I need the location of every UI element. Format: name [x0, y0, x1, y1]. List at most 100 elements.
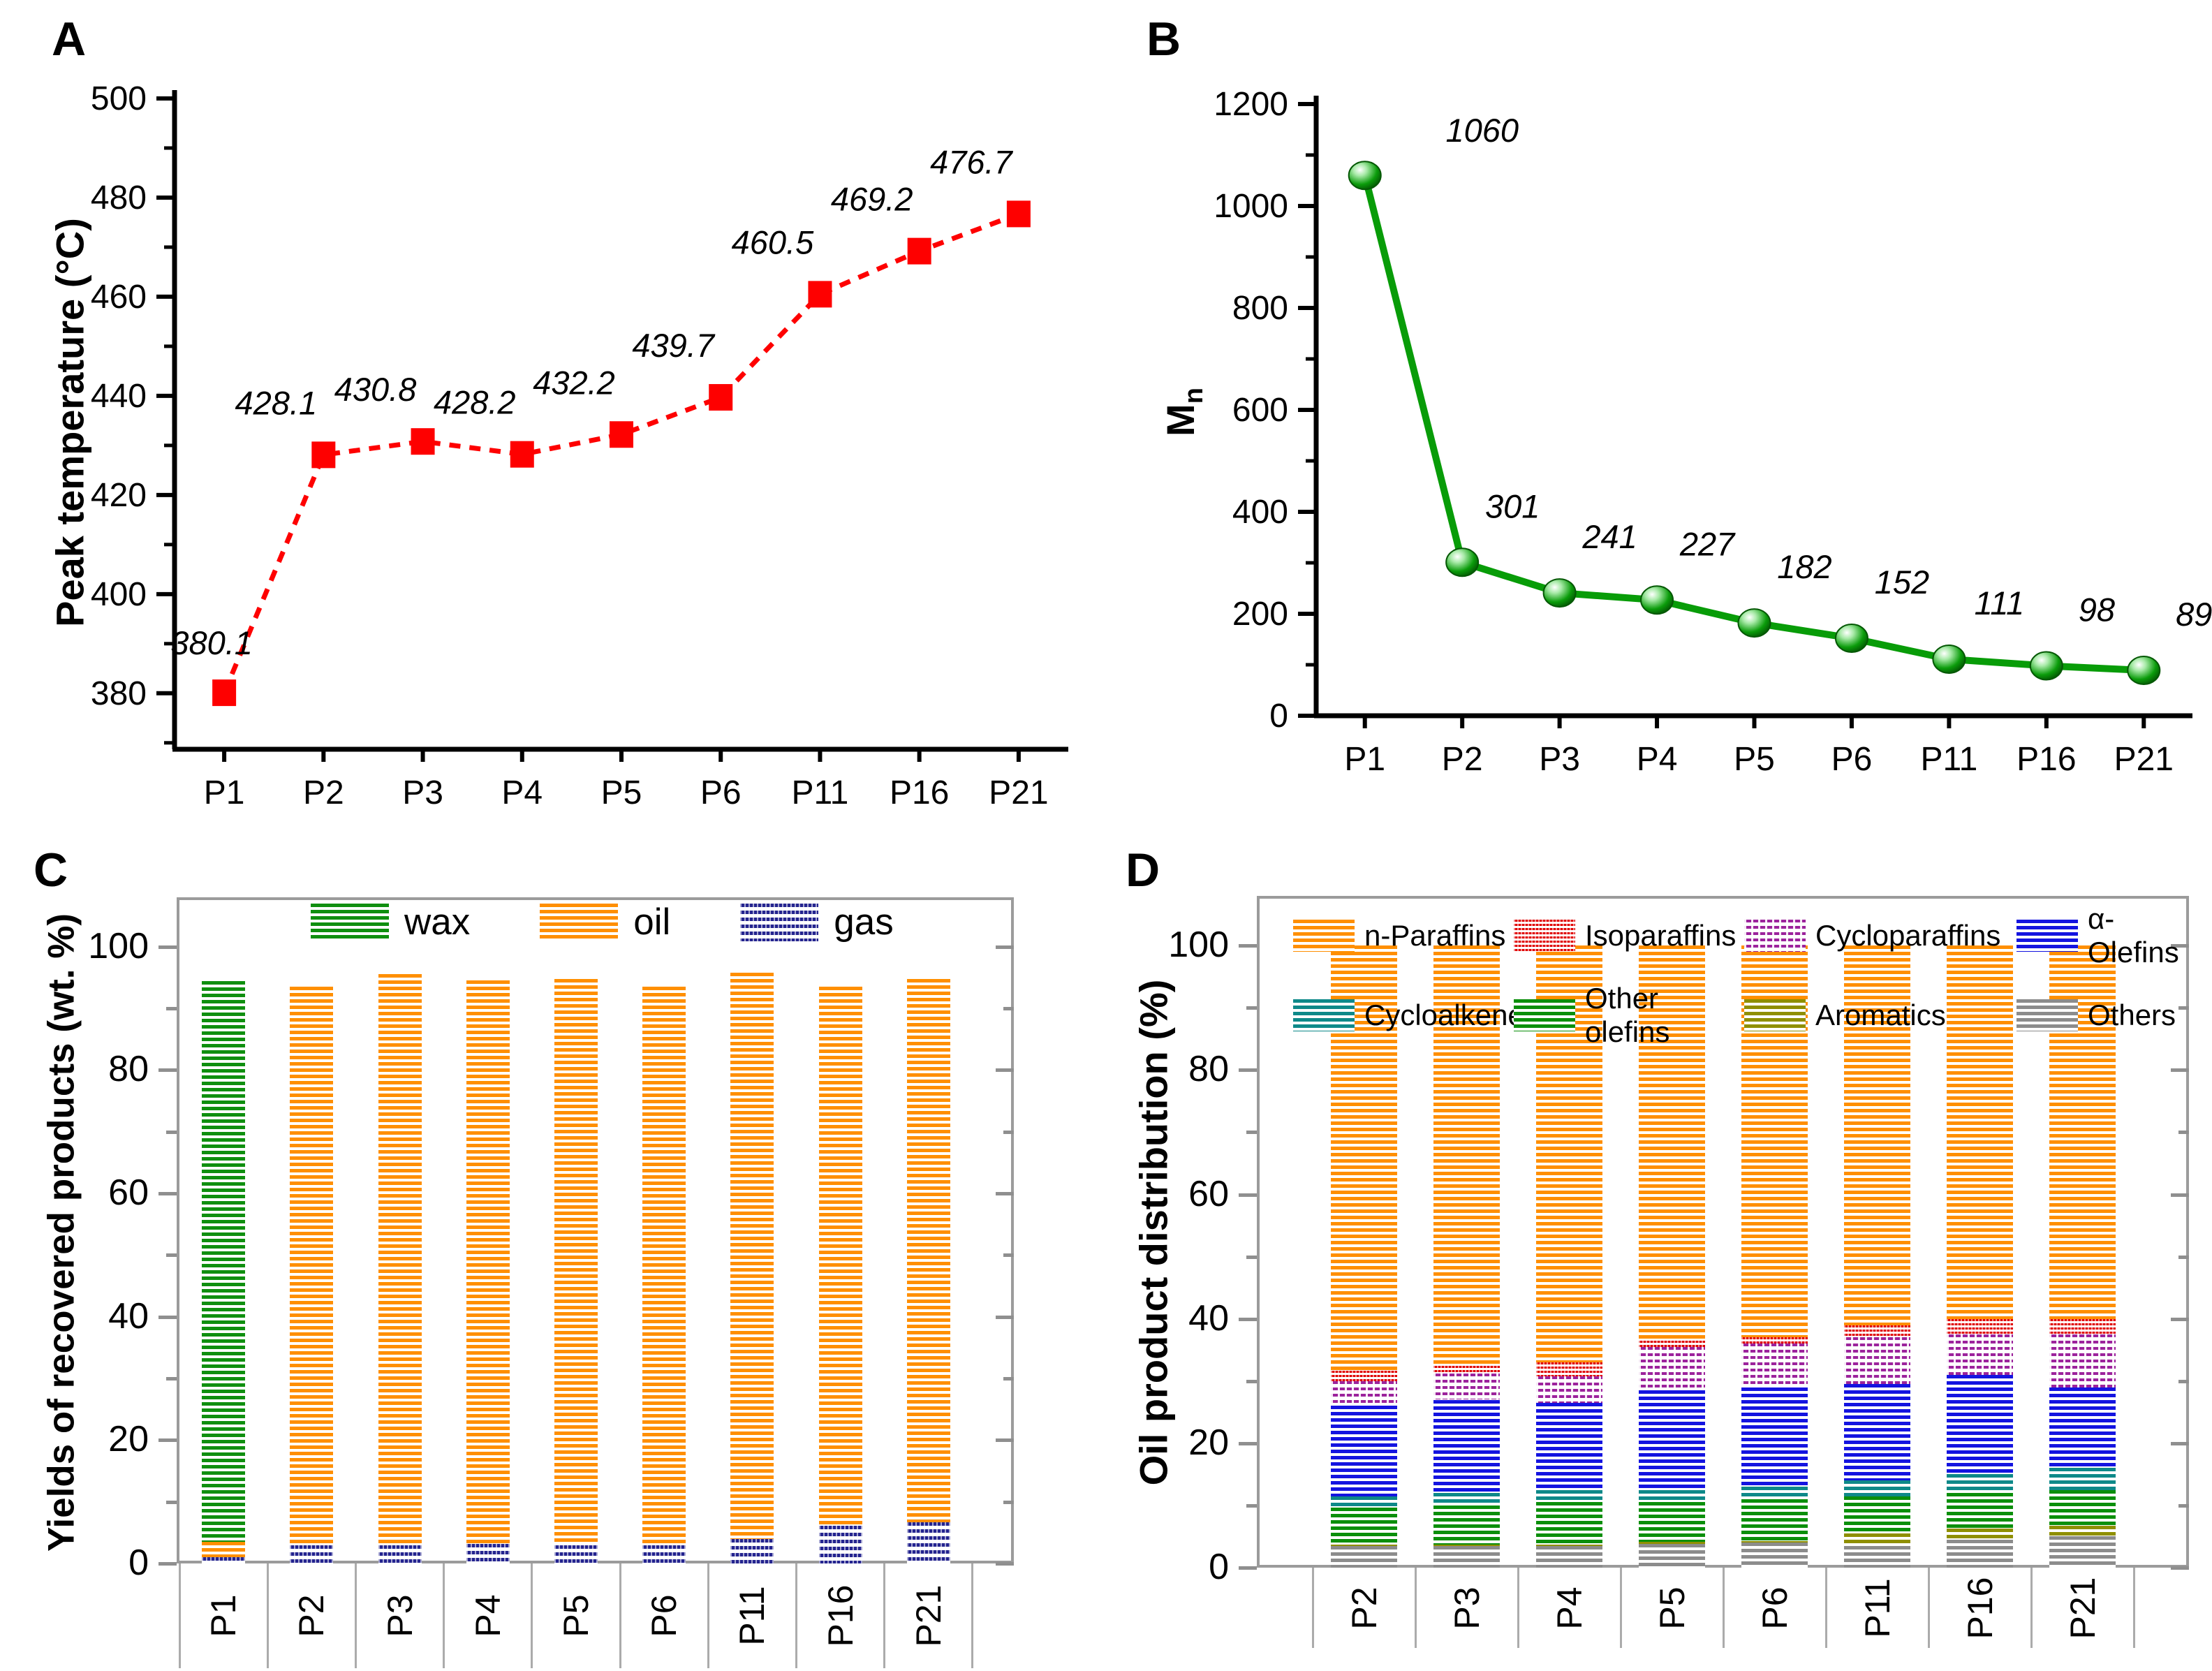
x-cell-separator	[266, 1563, 269, 1668]
point-value-label: 111	[1975, 584, 2024, 621]
x-category-label: P3	[1447, 1586, 1487, 1630]
gas-legend-label: gas	[834, 901, 894, 943]
bar-segment	[1331, 1381, 1397, 1406]
x-tick-label: P2	[1442, 741, 1483, 778]
point-value-label: 380.1	[170, 624, 253, 661]
x-tick-label: P5	[1734, 741, 1775, 778]
bar-segment	[1741, 1344, 1808, 1387]
bar-segment	[906, 1522, 950, 1563]
bar-segment	[1536, 1545, 1602, 1546]
y-tick-label: 1200	[1214, 86, 1288, 123]
alpha-olefins-legend-label: α-Olefins	[2088, 902, 2179, 969]
x-cell-separator	[2030, 1568, 2033, 1648]
bar-segment	[642, 987, 686, 1546]
y-tick-label: 420	[91, 477, 147, 514]
legend-item-cycloalkenes: Cycloalkenes	[1293, 982, 1539, 1049]
bar-segment	[818, 1526, 862, 1563]
legend-item-wax: wax	[311, 901, 470, 943]
bar-segment	[1331, 1496, 1397, 1508]
bar-segment	[466, 980, 510, 1544]
bar-segment	[1331, 1545, 1397, 1546]
legend-item-n-paraffins: n-Paraffins	[1293, 902, 1514, 969]
y-tick	[1239, 1317, 1257, 1321]
x-cell-separator	[1824, 1568, 1827, 1648]
y-tick	[1003, 1377, 1014, 1381]
data-line	[221, 212, 1020, 694]
panel-d-legend: n-Paraffins Isoparaffins Cycloparaffins …	[1293, 902, 2188, 1049]
x-tick-label: P1	[204, 774, 245, 811]
legend-item-gas: gas	[740, 901, 894, 943]
panel-a-chart: 380 400 420 440 460 480 500 P1 P2 P3 P4 P5 P6 P11 P16 P…	[91, 80, 1068, 811]
y-tick	[158, 1315, 177, 1319]
bar-segment	[290, 987, 334, 1546]
y-tick	[996, 1315, 1014, 1319]
y-tick	[2171, 1441, 2189, 1445]
y-tick-label: 460	[91, 279, 147, 316]
y-tick	[1246, 1131, 1257, 1135]
bar-segment	[1844, 1337, 1910, 1385]
bar-segment	[2049, 1334, 2116, 1387]
x-cell-separator	[707, 1563, 709, 1668]
others-legend-label: Others	[2088, 999, 2176, 1031]
x-cell-separator	[178, 1563, 181, 1668]
x-cell-separator	[1619, 1568, 1622, 1648]
y-tick	[1239, 1566, 1257, 1570]
cycloalkenes-swatch-icon	[1293, 999, 1355, 1031]
bar-segment	[378, 973, 422, 1545]
bar-segment	[1433, 1505, 1500, 1545]
x-category-label: P11	[732, 1586, 772, 1646]
x-category-label: P2	[1344, 1586, 1384, 1630]
bar-segment	[1433, 1399, 1500, 1494]
x-tick-label: P16	[890, 774, 949, 811]
y-tick	[2178, 1379, 2189, 1383]
point-value-label: 432.2	[533, 364, 615, 401]
bar-segment	[1844, 945, 1910, 1325]
bar-segment	[1947, 1318, 2013, 1334]
square-marker	[709, 384, 733, 411]
point-value-label: 476.7	[930, 143, 1013, 180]
x-tick-label: P5	[601, 774, 642, 811]
y-tick	[2171, 1068, 2189, 1073]
point-value-label: 98	[2079, 591, 2115, 628]
x-tick-label: P6	[1831, 741, 1873, 778]
y-tick	[1246, 1379, 1257, 1383]
legend-item-others: Others	[2016, 982, 2188, 1049]
sphere-marker	[1834, 624, 1868, 654]
bar-segment	[1331, 1370, 1397, 1381]
sphere-marker	[1640, 585, 1674, 615]
y-tick-label: 0	[1209, 1547, 1229, 1587]
bar-segment	[818, 987, 862, 1526]
x-category-label: P5	[556, 1594, 596, 1637]
y-tick-label: 20	[1188, 1422, 1229, 1463]
square-marker	[212, 679, 237, 707]
isoparaffins-legend-label: Isoparaffins	[1585, 919, 1737, 952]
y-tick	[1003, 1130, 1014, 1134]
x-tick-label: P3	[1539, 741, 1580, 778]
y-tick	[158, 945, 177, 949]
bar-segment	[1639, 1346, 1705, 1391]
x-cell-separator	[1517, 1568, 1519, 1648]
oil-swatch-icon	[540, 903, 619, 941]
bar-segment	[1947, 1334, 2013, 1375]
x-category-label: P21	[2063, 1577, 2102, 1639]
bar-segment	[906, 978, 950, 1522]
panel-c-legend: wax oil gas	[311, 901, 894, 943]
y-tick	[166, 1130, 177, 1134]
x-category-label: P6	[644, 1594, 684, 1637]
y-tick	[158, 1068, 177, 1073]
bar-segment	[1433, 1493, 1500, 1506]
x-cell-separator	[1722, 1568, 1725, 1648]
sphere-marker	[1932, 644, 1966, 674]
legend-item-isoparaffins: Isoparaffins	[1514, 902, 1744, 969]
y-tick-label: 60	[1188, 1173, 1229, 1214]
square-marker	[610, 421, 633, 448]
aromatics-swatch-icon	[1744, 999, 1806, 1031]
bar-segment	[202, 1557, 246, 1563]
point-value-label: 428.1	[235, 384, 318, 421]
y-tick-label: 400	[1232, 494, 1288, 531]
legend-item-cycloparaffins: Cycloparaffins	[1744, 902, 2016, 969]
point-value-label: 301	[1485, 487, 1540, 524]
legend-item-aromatics: Aromatics	[1744, 982, 2016, 1049]
y-tick	[1246, 1255, 1257, 1259]
square-marker	[510, 441, 534, 468]
